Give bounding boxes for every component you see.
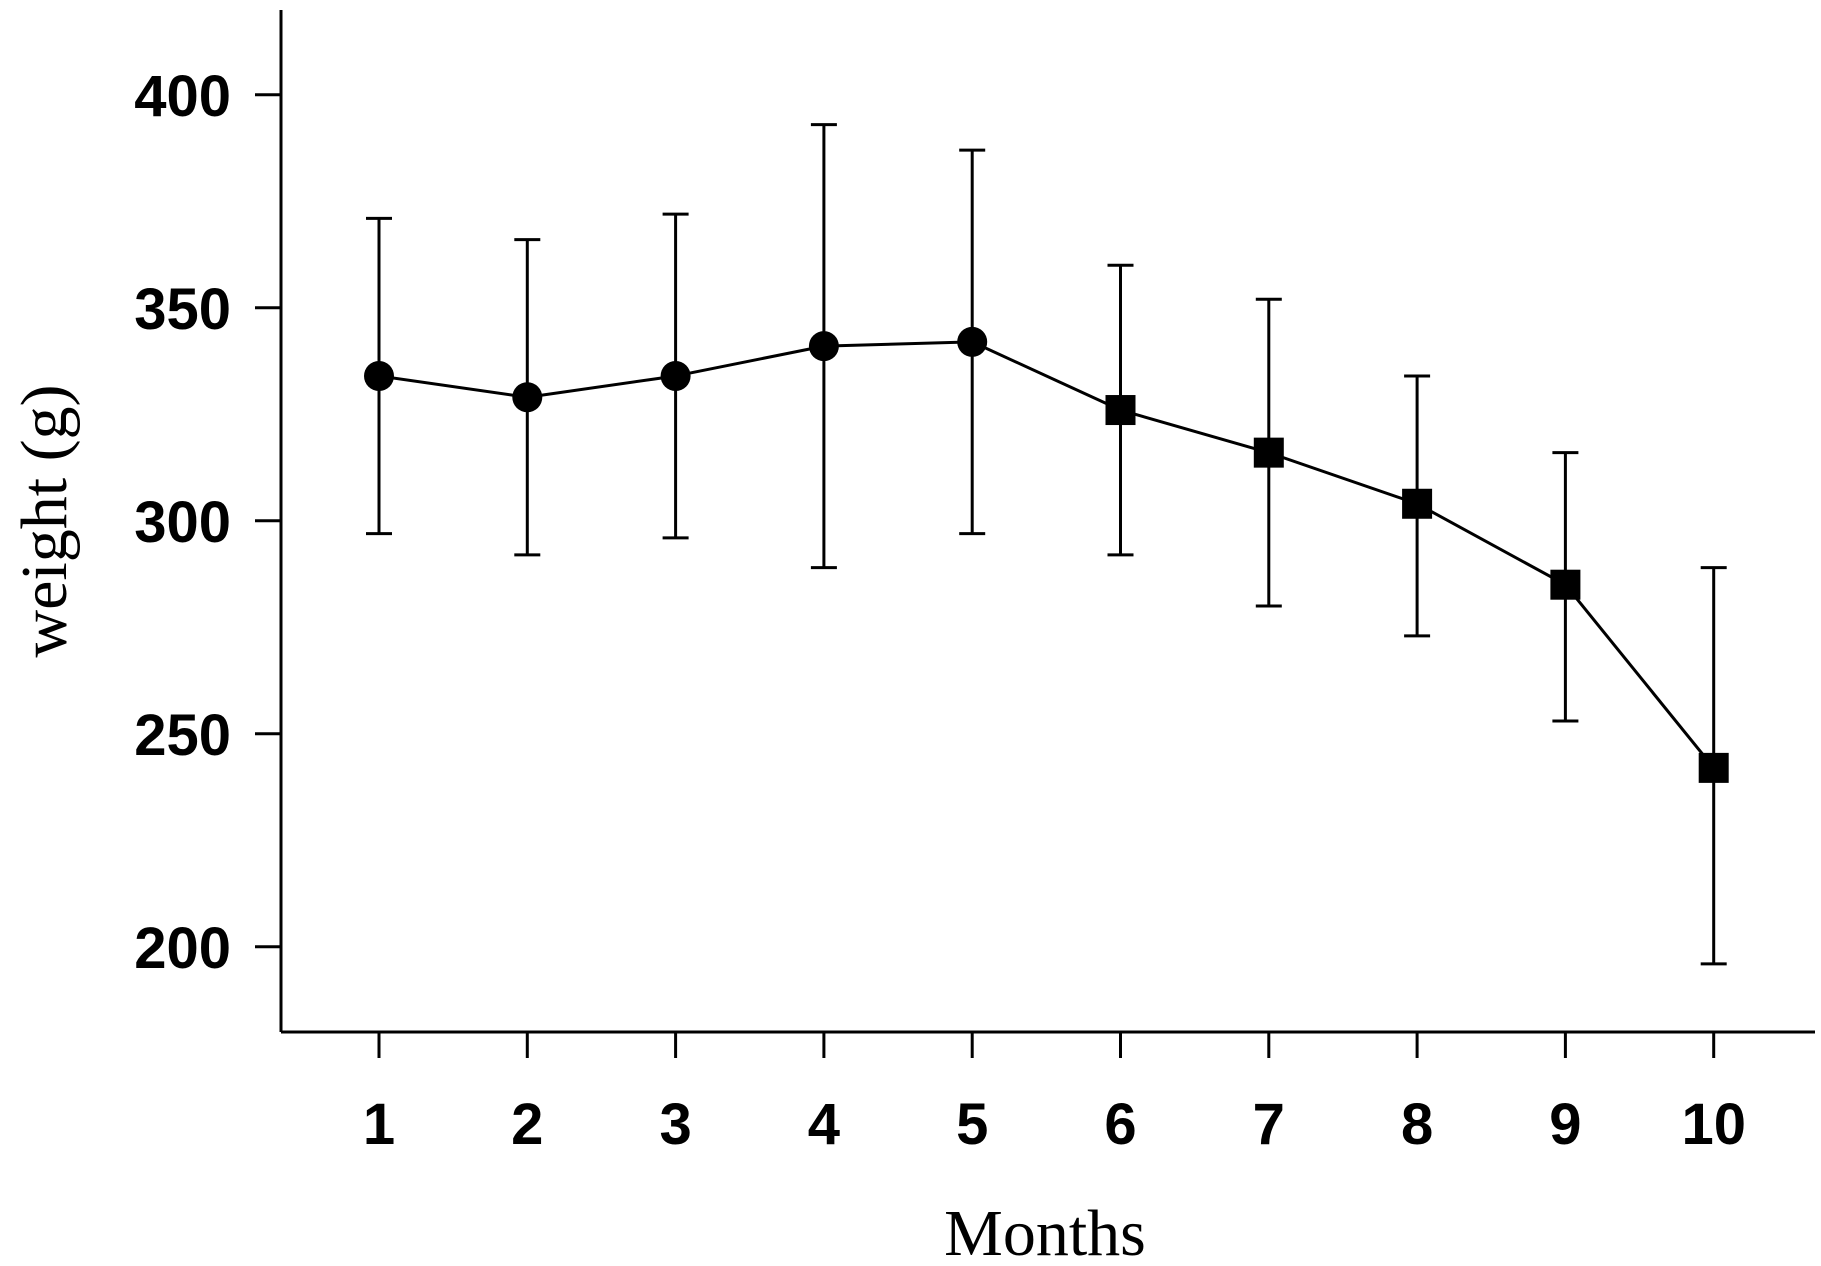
series-line-segment — [1120, 408, 1270, 455]
x-tick-label: 1 — [363, 1092, 395, 1157]
axes — [279, 10, 1815, 1034]
data-point-square — [1402, 488, 1433, 519]
x-axis-title: Months — [944, 1197, 1146, 1266]
x-tick-label: 2 — [511, 1092, 543, 1157]
series-line-segment — [823, 340, 973, 348]
data-point-circle — [957, 326, 988, 357]
x-tick-label: 8 — [1401, 1092, 1433, 1157]
x-axis-ticks: 1 2 3 4 5 6 7 8 9 10 — [363, 1032, 1746, 1157]
y-tick-label: 300 — [134, 490, 231, 555]
x-tick-label: 4 — [808, 1092, 840, 1157]
x-tick-label: 5 — [956, 1092, 988, 1157]
series-line-segment — [675, 344, 825, 378]
series-line-segment — [1268, 451, 1418, 506]
x-tick-label: 7 — [1253, 1092, 1285, 1157]
x-tick-label: 3 — [659, 1092, 691, 1157]
data-point-circle — [660, 360, 691, 391]
data-point-square — [1105, 395, 1136, 426]
data-point-circle — [808, 331, 839, 362]
data-point-square — [1550, 569, 1581, 600]
series-line-segment — [1416, 502, 1567, 587]
data-point-circle — [512, 382, 543, 413]
error-bars — [366, 123, 1727, 966]
x-tick-label: 6 — [1104, 1092, 1136, 1157]
y-axis-title: weight (g) — [8, 384, 81, 657]
series-lines — [378, 340, 1715, 769]
x-tick-label: 10 — [1681, 1092, 1746, 1157]
data-point-square — [1253, 437, 1284, 468]
data-point-circle — [364, 360, 394, 391]
series-line-segment — [527, 374, 676, 399]
series-line-segment — [971, 340, 1122, 412]
x-tick-label: 9 — [1549, 1092, 1581, 1157]
data-point-square — [1698, 752, 1729, 783]
y-tick-label: 250 — [134, 703, 231, 768]
y-tick-label: 200 — [134, 916, 231, 981]
y-tick-label: 400 — [134, 64, 231, 129]
y-axis-ticks: 200 250 300 350 400 — [134, 64, 281, 981]
series-line-segment — [1564, 583, 1715, 769]
y-tick-label: 350 — [134, 277, 231, 342]
data-markers — [364, 326, 1729, 783]
series-line-segment — [378, 374, 528, 399]
